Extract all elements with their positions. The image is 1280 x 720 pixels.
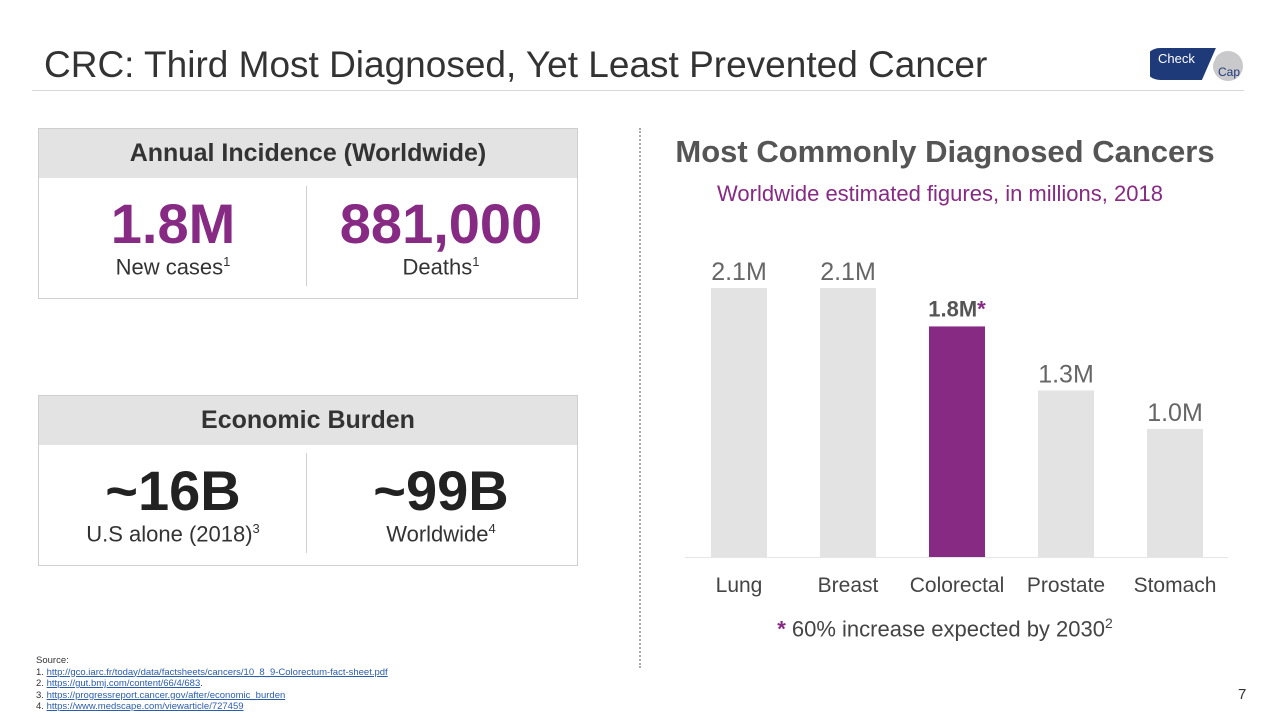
source-number: 3.	[36, 689, 44, 701]
source-number: 2.	[36, 678, 44, 689]
sources: Source: 1. http://gco.iarc.fr/today/data…	[36, 655, 388, 713]
title-divider	[32, 90, 1244, 91]
svg-text:Check: Check	[1158, 51, 1195, 66]
data-label: 2.1M	[820, 258, 876, 286]
source-link[interactable]: https://progressreport.cancer.gov/after/…	[46, 689, 286, 701]
data-label: 1.8M*	[928, 296, 986, 321]
chart-title: Most Commonly Diagnosed Cancers	[675, 134, 1215, 169]
category-label: Lung	[716, 574, 763, 597]
deaths-label: Deaths	[402, 254, 473, 280]
category-label: Breast	[818, 574, 879, 597]
economic-panel: Economic Burden ~16B U.S alone (2018)3 ~…	[38, 395, 578, 566]
source-item: 2. https://gut.bmj.com/content/66/4/683.	[36, 678, 388, 690]
ref: 4	[488, 521, 496, 536]
source-link[interactable]: https://gut.bmj.com/content/66/4/683	[46, 678, 201, 689]
note-star: *	[777, 616, 786, 642]
worldwide-cost-value: ~99B	[373, 459, 509, 522]
section-separator	[639, 128, 641, 668]
bar-breast	[820, 288, 876, 557]
data-label: 1.0M	[1147, 399, 1203, 427]
sources-label: Source:	[36, 655, 69, 666]
deaths-value: 881,000	[339, 192, 543, 255]
bar-colorectal	[929, 326, 985, 557]
ref: 3	[252, 521, 260, 536]
category-label: Prostate	[1027, 574, 1105, 597]
bar-prostate	[1038, 390, 1094, 557]
highlight-marker: *	[977, 296, 986, 321]
divider	[306, 453, 307, 553]
note-text: 60% increase expected by 2030	[785, 616, 1105, 642]
chart-subtitle: Worldwide estimated figures, in millions…	[717, 181, 1163, 206]
deaths-stat: 881,000 Deaths1	[307, 178, 575, 298]
ref: 1	[472, 254, 480, 269]
footnote: * 60% increase expected by 20302	[640, 615, 1250, 642]
data-label: 1.3M	[1038, 360, 1094, 388]
ref: 1	[223, 254, 231, 269]
source-suffix: .	[200, 678, 203, 689]
category-label: Colorectal	[910, 574, 1005, 597]
source-number: 4.	[36, 701, 44, 712]
source-link[interactable]: https://www.medscape.com/viewarticle/727…	[46, 701, 244, 712]
new-cases-value: 1.8M	[110, 192, 236, 255]
page-number: 7	[1238, 686, 1247, 703]
bar-stomach	[1147, 428, 1203, 557]
category-label: Stomach	[1134, 574, 1217, 597]
source-number: 1.	[36, 666, 44, 678]
data-label: 2.1M	[711, 258, 767, 286]
new-cases-label: New cases	[115, 254, 224, 280]
svg-text:Cap: Cap	[1218, 65, 1240, 79]
source-link[interactable]: http://gco.iarc.fr/today/data/factsheets…	[46, 666, 388, 678]
economic-header: Economic Burden	[39, 396, 577, 445]
incidence-header: Annual Incidence (Worldwide)	[39, 129, 577, 178]
checkcap-logo: Check Cap	[1150, 48, 1243, 81]
source-item: 3. https://progressreport.cancer.gov/aft…	[36, 690, 388, 702]
new-cases-stat: 1.8M New cases1	[39, 178, 307, 298]
incidence-panel: Annual Incidence (Worldwide) 1.8M New ca…	[38, 128, 578, 299]
us-cost-label: U.S alone (2018)	[86, 521, 253, 547]
source-item: 4. https://www.medscape.com/viewarticle/…	[36, 701, 388, 713]
bar-lung	[711, 288, 767, 557]
us-cost-stat: ~16B U.S alone (2018)3	[39, 445, 307, 565]
slide-title: CRC: Third Most Diagnosed, Yet Least Pre…	[44, 44, 988, 85]
ref: 2	[1104, 615, 1113, 631]
source-item: 1. http://gco.iarc.fr/today/data/factshe…	[36, 667, 388, 679]
worldwide-cost-stat: ~99B Worldwide4	[307, 445, 575, 565]
worldwide-cost-label: Worldwide	[386, 521, 489, 547]
divider	[306, 186, 307, 286]
us-cost-value: ~16B	[105, 459, 241, 522]
